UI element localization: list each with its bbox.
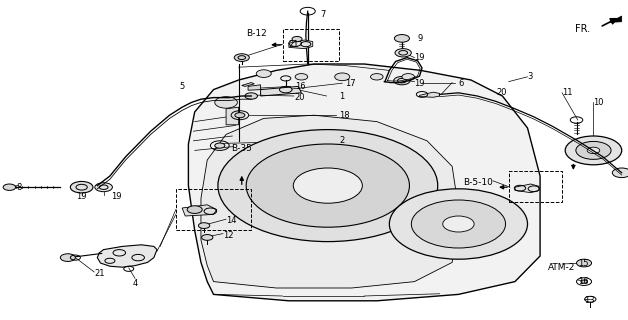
Bar [176, 189, 251, 230]
Circle shape [3, 184, 16, 190]
Text: 20: 20 [496, 88, 507, 97]
Text: 16: 16 [578, 277, 588, 286]
Polygon shape [97, 245, 157, 267]
Polygon shape [609, 16, 622, 22]
Circle shape [576, 141, 611, 159]
Circle shape [587, 147, 600, 154]
Text: 1: 1 [339, 92, 344, 100]
Circle shape [371, 74, 383, 80]
Circle shape [395, 49, 411, 57]
Polygon shape [289, 40, 313, 49]
Polygon shape [226, 107, 239, 125]
Circle shape [187, 206, 202, 213]
Circle shape [245, 93, 257, 99]
Polygon shape [201, 115, 458, 288]
Text: 19: 19 [111, 192, 121, 201]
Circle shape [295, 74, 308, 80]
Text: 2: 2 [339, 136, 344, 145]
Polygon shape [261, 86, 301, 96]
Text: FR.: FR. [575, 24, 590, 34]
Circle shape [202, 235, 213, 240]
Text: 15: 15 [578, 260, 588, 268]
Circle shape [581, 280, 587, 283]
Circle shape [389, 189, 528, 259]
Bar [509, 171, 562, 202]
Text: B-5-10: B-5-10 [463, 178, 493, 187]
Polygon shape [420, 92, 440, 97]
Circle shape [394, 76, 410, 85]
Circle shape [234, 54, 249, 61]
Text: 14: 14 [226, 216, 237, 225]
Text: 21: 21 [94, 269, 105, 278]
Text: 7: 7 [320, 10, 326, 19]
Polygon shape [182, 205, 217, 216]
Text: B-12: B-12 [246, 29, 267, 38]
Text: 3: 3 [528, 72, 533, 81]
Text: 8: 8 [16, 183, 21, 192]
Polygon shape [242, 83, 254, 86]
Circle shape [95, 183, 112, 192]
Text: 19: 19 [77, 192, 87, 201]
Text: 19: 19 [414, 79, 425, 88]
Circle shape [411, 200, 506, 248]
Circle shape [394, 35, 409, 42]
Text: 10: 10 [593, 98, 604, 107]
Text: 21: 21 [289, 40, 300, 49]
Circle shape [60, 254, 75, 261]
Polygon shape [515, 184, 539, 193]
Text: 4: 4 [133, 279, 138, 288]
Circle shape [335, 73, 350, 81]
Text: 12: 12 [223, 231, 234, 240]
Text: 11: 11 [562, 88, 573, 97]
Text: 17: 17 [345, 79, 356, 88]
Text: 18: 18 [339, 111, 350, 120]
Polygon shape [188, 64, 540, 301]
Text: 9: 9 [418, 34, 423, 43]
Circle shape [70, 181, 93, 193]
Circle shape [612, 168, 628, 178]
Text: 13: 13 [584, 296, 595, 305]
Circle shape [577, 259, 592, 267]
Circle shape [292, 36, 302, 42]
Circle shape [256, 70, 271, 77]
Circle shape [198, 223, 210, 228]
Circle shape [293, 168, 362, 203]
Bar [283, 29, 339, 61]
Polygon shape [248, 85, 261, 90]
Text: ATM-2: ATM-2 [548, 263, 576, 272]
Text: 16: 16 [295, 82, 306, 91]
Circle shape [565, 136, 622, 165]
Circle shape [235, 113, 245, 118]
Text: 20: 20 [294, 93, 305, 102]
Text: 6: 6 [458, 79, 464, 88]
Circle shape [215, 143, 225, 148]
Text: B-35: B-35 [231, 144, 252, 153]
Text: 5: 5 [179, 82, 184, 91]
Circle shape [246, 144, 409, 227]
Circle shape [215, 97, 237, 108]
Circle shape [443, 216, 474, 232]
Text: 19: 19 [414, 53, 425, 62]
Circle shape [218, 130, 438, 242]
Circle shape [402, 74, 414, 80]
